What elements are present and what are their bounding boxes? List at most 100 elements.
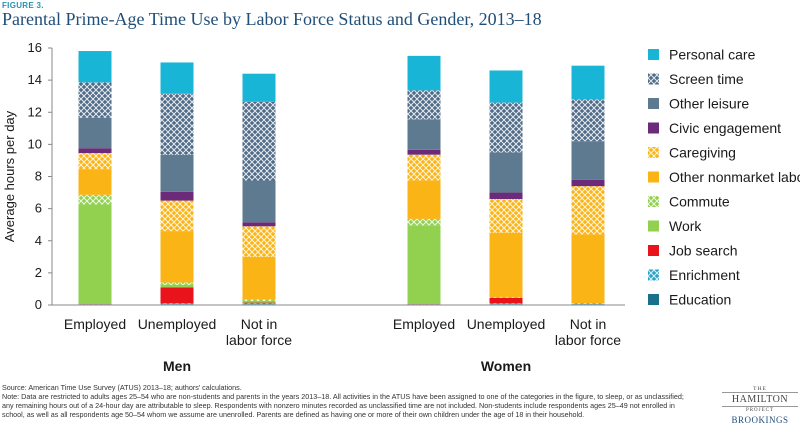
legend-item-commute: Commute	[648, 194, 730, 210]
bar-women-employed-work	[408, 225, 441, 304]
bar-women-not-in-labor-force-personal-care	[572, 66, 605, 100]
bar-men-not-in-labor-force-screen-time	[243, 102, 276, 181]
legend-label: Other leisure	[669, 96, 749, 112]
bar-men-unemployed-job-search	[161, 287, 194, 303]
legend-item-civic-engagement: Civic engagement	[648, 120, 781, 136]
bar-women-not-in-labor-force-screen-time	[572, 99, 605, 141]
bar-men-not-in-labor-force-other-nonmarket-labor	[243, 257, 276, 300]
bar-men-employed-civic-engagement	[79, 148, 112, 153]
legend-item-other-leisure: Other leisure	[648, 96, 749, 112]
legend-item-other-nonmarket-labor: Other nonmarket labor	[648, 169, 800, 185]
bar-women-not-in-labor-force-caregiving	[572, 186, 605, 234]
bar-men-unemployed-other-leisure	[161, 155, 194, 192]
legend-swatch	[648, 147, 659, 158]
legend-label: Enrichment	[669, 267, 740, 283]
x-category-label: Not in	[241, 316, 278, 332]
bar-men-employed-work	[79, 204, 112, 304]
y-tick-label: 12	[28, 104, 42, 119]
group-label-men: Men	[163, 358, 191, 374]
bar-men-employed-personal-care	[79, 51, 112, 82]
x-category-label: labor force	[555, 332, 621, 348]
bar-men-employed-screen-time	[79, 82, 112, 117]
note-line-3: school, as well as all respondents age 5…	[2, 410, 702, 419]
bar-men-not-in-labor-force-personal-care	[243, 74, 276, 102]
bar-women-not-in-labor-force-enrichment	[572, 303, 605, 304]
bar-men-employed-other-leisure	[79, 118, 112, 149]
bar-men-not-in-labor-force-enrichment	[243, 303, 276, 304]
legend-swatch	[648, 221, 659, 232]
x-category-label: Unemployed	[467, 316, 546, 332]
bar-men-unemployed-work	[161, 285, 194, 287]
bars-layer	[79, 51, 605, 305]
bar-women-not-in-labor-force-civic-engagement	[572, 180, 605, 186]
legend-swatch	[648, 196, 659, 207]
legend-swatch	[648, 172, 659, 183]
legend-swatch	[648, 245, 659, 256]
legend-item-screen-time: Screen time	[648, 71, 744, 87]
legend-label: Commute	[669, 194, 730, 210]
logo-project: PROJECT	[722, 408, 798, 413]
bar-women-employed-other-leisure	[408, 119, 441, 150]
bar-men-unemployed-caregiving	[161, 201, 194, 232]
legend-item-work: Work	[648, 218, 702, 234]
y-tick-label: 16	[28, 40, 42, 55]
legend-label: Screen time	[669, 71, 744, 87]
bar-women-not-in-labor-force-other-leisure	[572, 141, 605, 180]
bar-women-unemployed-other-leisure	[490, 152, 523, 192]
note-line-2: any remaining hours out of a 24-hour day…	[2, 401, 702, 410]
bar-men-employed-caregiving	[79, 153, 112, 169]
legend-label: Civic engagement	[669, 120, 781, 136]
legend: Personal care Screen time Other leisure Civ…	[648, 47, 800, 308]
y-axis-label: Average hours per day	[2, 110, 17, 242]
source-note: Source: American Time Use Survey (ATUS) …	[2, 383, 702, 392]
legend-item-caregiving: Caregiving	[648, 145, 736, 161]
y-tick-label: 10	[28, 136, 42, 151]
legend-swatch	[648, 74, 659, 85]
legend-swatch	[648, 294, 659, 305]
legend-label: Education	[669, 292, 731, 308]
bar-women-unemployed-civic-engagement	[490, 193, 523, 199]
bar-women-unemployed-screen-time	[490, 103, 523, 153]
bar-women-employed-other-nonmarket-labor	[408, 180, 441, 219]
legend-swatch	[648, 270, 659, 281]
x-category-label: labor force	[226, 332, 292, 348]
y-tick-label: 14	[28, 72, 42, 87]
bar-women-unemployed-job-search	[490, 298, 523, 304]
bar-men-not-in-labor-force-other-leisure	[243, 181, 276, 223]
legend-label: Work	[669, 218, 702, 234]
legend-label: Personal care	[669, 47, 756, 63]
legend-item-personal-care: Personal care	[648, 47, 756, 63]
bar-women-employed-civic-engagement	[408, 150, 441, 155]
bar-women-employed-caregiving	[408, 155, 441, 181]
bar-men-not-in-labor-force-caregiving	[243, 226, 276, 257]
note-line-1: Note: Data are restricted to adults ages…	[2, 392, 702, 401]
y-tick-label: 6	[35, 201, 42, 216]
bar-men-unemployed-commute	[161, 283, 194, 285]
x-category-label: Not in	[570, 316, 607, 332]
bar-women-not-in-labor-force-other-nonmarket-labor	[572, 234, 605, 303]
group-label-women: Women	[481, 358, 531, 374]
bar-men-unemployed-screen-time	[161, 94, 194, 155]
bar-men-unemployed-other-nonmarket-labor	[161, 231, 194, 282]
bar-women-unemployed-enrichment	[490, 303, 523, 304]
x-category-label: Employed	[393, 316, 455, 332]
bar-men-unemployed-enrichment	[161, 303, 194, 304]
bar-women-unemployed-caregiving	[490, 199, 523, 233]
y-tick-label: 0	[35, 297, 42, 312]
legend-swatch	[648, 98, 659, 109]
logo-brookings: BROOKINGS	[722, 415, 798, 425]
x-category-label: Unemployed	[138, 316, 217, 332]
x-category-label: Employed	[64, 316, 126, 332]
logo-hamilton: HAMILTON	[722, 392, 798, 407]
legend-swatch	[648, 49, 659, 60]
y-tick-label: 4	[35, 233, 42, 248]
bar-men-not-in-labor-force-work	[243, 301, 276, 303]
bar-women-unemployed-commute	[490, 297, 523, 298]
legend-item-education: Education	[648, 292, 731, 308]
bar-men-employed-commute	[79, 195, 112, 205]
legend-item-job-search: Job search	[648, 243, 737, 259]
legend-label: Job search	[669, 243, 737, 259]
legend-label: Caregiving	[669, 145, 736, 161]
bar-women-employed-personal-care	[408, 56, 441, 91]
legend-swatch	[648, 123, 659, 134]
